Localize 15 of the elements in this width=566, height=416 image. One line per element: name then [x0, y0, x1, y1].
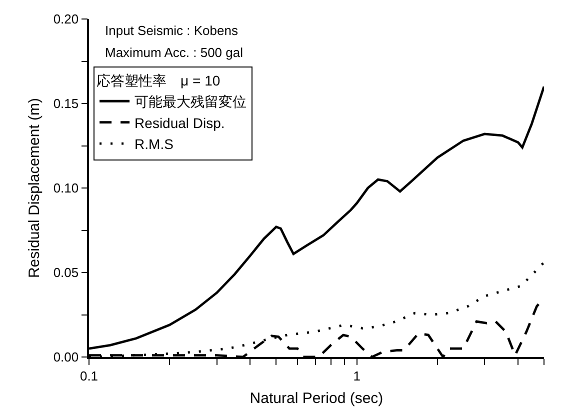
x-tick-label: 0.1: [80, 368, 98, 384]
y-tick-label: 0.20: [53, 12, 79, 27]
legend-label: 可能最大残留変位: [134, 94, 247, 110]
x-tick-label: 1: [353, 368, 360, 384]
y-axis-title: Residual Displacement (m): [26, 98, 44, 278]
y-tick-label: 0.10: [53, 180, 79, 196]
y-tick-label: 0.15: [53, 96, 79, 112]
y-tick-label: 0.00: [53, 350, 79, 365]
annotation: Input Seismic : Kobens: [105, 23, 238, 38]
legend-label: Residual Disp.: [134, 114, 225, 131]
legend-label: R.M.S: [134, 136, 174, 152]
legend-title: 応答塑性率 μ = 10: [96, 72, 220, 89]
x-axis-title: Natural Period (sec): [250, 390, 384, 407]
annotation: Maximum Acc. : 500 gal: [105, 45, 244, 60]
y-tick-label: 0.05: [53, 265, 79, 280]
